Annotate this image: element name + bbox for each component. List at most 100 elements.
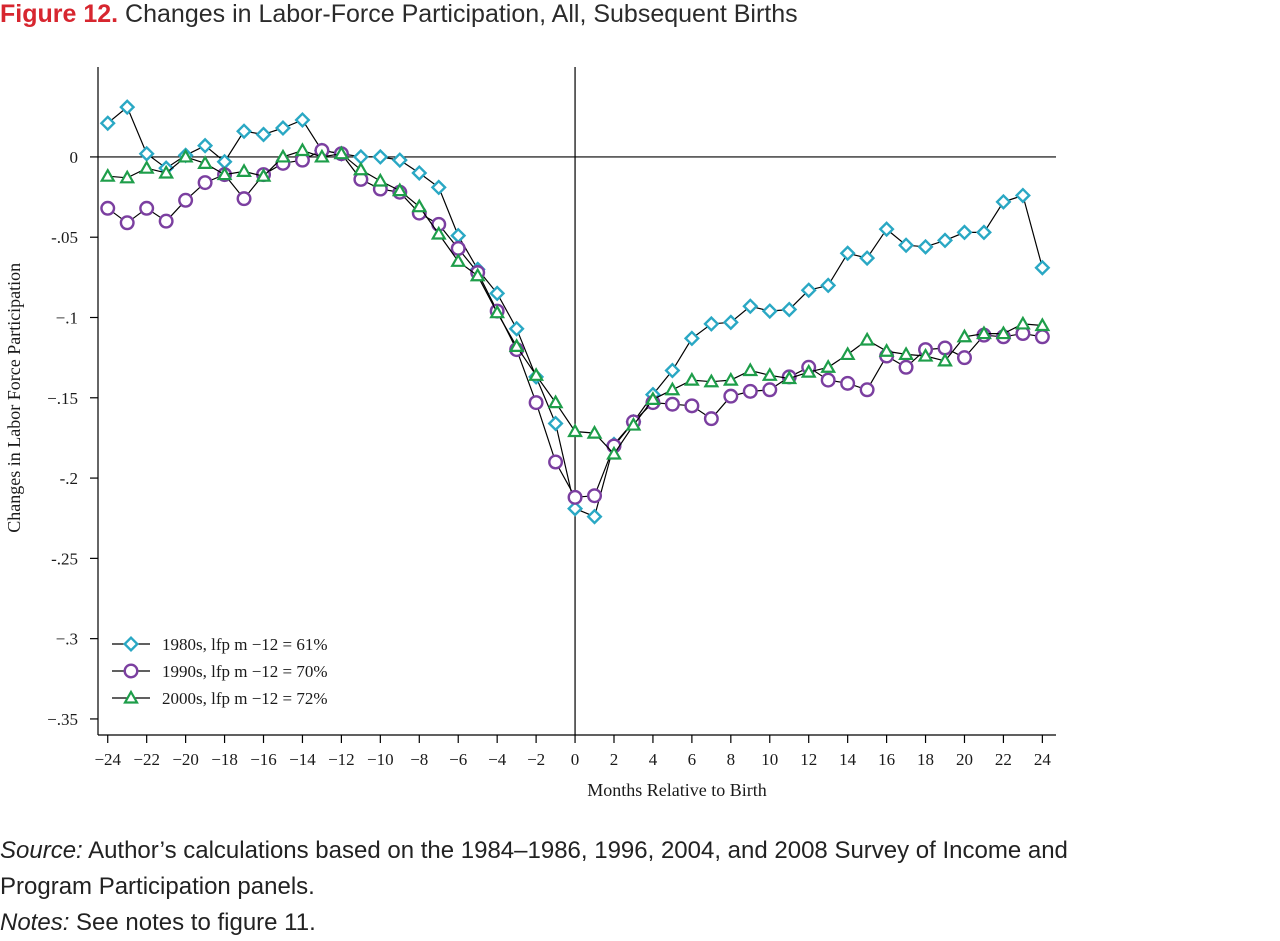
data-point [898, 237, 915, 254]
data-point [119, 215, 135, 231]
data-point [158, 164, 175, 179]
data-point [255, 126, 272, 143]
x-tick-label: 22 [995, 750, 1012, 769]
data-point [937, 352, 953, 367]
data-point [138, 159, 155, 174]
x-axis-title: Months Relative to Birth [587, 780, 767, 800]
x-tick-label: 24 [1034, 750, 1052, 769]
data-point [840, 375, 856, 391]
data-point [820, 277, 837, 294]
data-point [352, 161, 369, 176]
data-point [255, 167, 272, 182]
y-tick-label: -.25 [51, 549, 78, 568]
data-point [917, 347, 934, 362]
y-tick-label: −.1 [56, 309, 78, 328]
line-chart: 0-.05−.1−.15-.2-.25−.3−.35−24 −22 −20 −18 −1… [4, 67, 1056, 800]
data-point [197, 175, 213, 191]
data-point [703, 373, 720, 388]
data-point [723, 388, 739, 404]
source-lead: Source: [0, 837, 83, 864]
data-point [956, 224, 973, 241]
data-point [1034, 317, 1051, 332]
data-point [606, 445, 622, 460]
data-point [391, 152, 408, 169]
x-tick-label: −8 [410, 750, 428, 769]
source-note-continued: Program Participation panels. [0, 873, 315, 900]
data-point [586, 508, 603, 525]
x-tick-label: 12 [800, 750, 817, 769]
legend-label: 2000s, lfp m −12 = 72% [162, 689, 328, 708]
data-point [995, 325, 1012, 340]
data-point [684, 398, 700, 414]
data-point [781, 301, 798, 318]
data-point [411, 164, 428, 181]
y-tick-label: -.05 [51, 228, 78, 247]
data-point [839, 346, 856, 361]
x-tick-label: −14 [289, 750, 316, 769]
data-point [956, 328, 973, 343]
data-point [314, 148, 330, 163]
data-point [469, 267, 486, 282]
data-point [119, 169, 136, 184]
data-point [547, 415, 564, 432]
data-point [762, 382, 778, 398]
data-point [138, 145, 155, 162]
data-point [898, 346, 914, 361]
data-point [528, 367, 545, 381]
data-point [236, 191, 252, 207]
data-point [391, 182, 408, 197]
data-point [781, 370, 798, 385]
x-tick-label: −18 [211, 750, 238, 769]
data-point [567, 423, 583, 438]
data-point [548, 454, 564, 470]
data-point [99, 115, 116, 132]
data-point [450, 227, 467, 244]
legend-marker [123, 663, 139, 679]
data-point [683, 330, 700, 347]
x-tick-label: 18 [917, 750, 934, 769]
data-point [489, 285, 506, 302]
data-point [352, 148, 369, 165]
data-point [450, 240, 466, 256]
data-point [898, 359, 914, 375]
data-point [508, 320, 525, 337]
data-point [722, 371, 739, 386]
data-point [99, 167, 116, 182]
x-tick-label: 4 [649, 750, 658, 769]
data-point [937, 232, 954, 249]
data-point [430, 179, 447, 196]
data-point [975, 224, 992, 241]
notes-note: Notes: See notes to figure 11. [0, 905, 316, 941]
data-point [294, 111, 311, 128]
x-tick-label: 6 [688, 750, 697, 769]
data-point [878, 221, 895, 238]
data-point [722, 314, 739, 331]
data-point [119, 99, 136, 116]
data-point [275, 148, 291, 163]
y-tick-label: −.3 [56, 630, 78, 649]
x-tick-label: −6 [449, 750, 467, 769]
data-point [372, 172, 389, 187]
data-point [450, 253, 467, 267]
y-tick-label: −.15 [47, 389, 78, 408]
x-tick-label: 0 [571, 750, 580, 769]
x-tick-label: −10 [367, 750, 394, 769]
data-point [1034, 259, 1051, 276]
x-tick-label: −24 [94, 750, 121, 769]
data-point [274, 120, 291, 137]
data-point [742, 362, 759, 377]
data-point [859, 331, 876, 346]
figure-number: Figure 12. [0, 0, 119, 28]
data-point [820, 372, 836, 388]
figure-title: Figure 12. Changes in Labor-Force Partic… [0, 0, 798, 32]
data-point [761, 303, 778, 320]
data-point [216, 166, 233, 181]
x-tick-label: 14 [839, 750, 857, 769]
data-point [761, 367, 778, 381]
legend-marker [123, 636, 139, 652]
data-point [703, 315, 720, 332]
data-point [197, 155, 213, 169]
data-point [645, 391, 661, 405]
legend-label: 1990s, lfp m −12 = 70% [162, 662, 328, 681]
data-point [703, 411, 719, 427]
